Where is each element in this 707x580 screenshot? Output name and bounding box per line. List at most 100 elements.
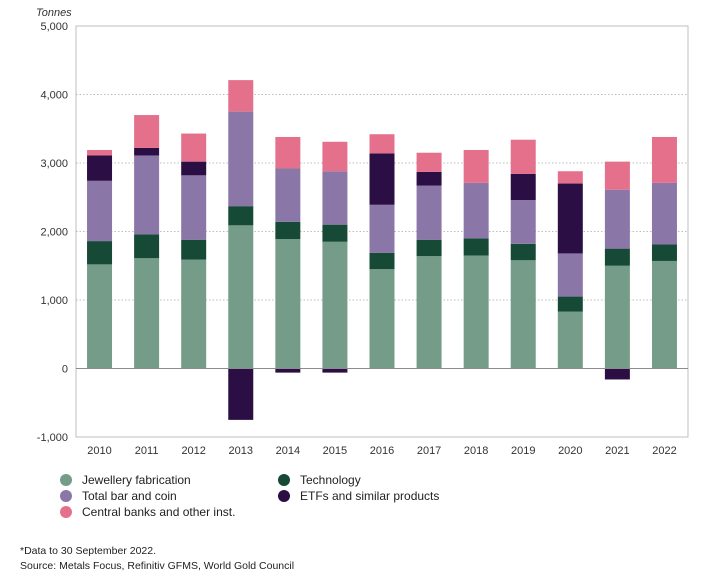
stacked-bar-chart: Tonnes -1,000 0 1,000 2,000 3,000 4,000 5,000 2…: [36, 7, 689, 457]
legend-item-jewellery-fabrication: Jewellery fabrication: [60, 472, 278, 487]
bar-segment: [463, 238, 489, 256]
bar-segment: [134, 155, 160, 235]
bar-segment: [510, 139, 536, 174]
bar-segment: [604, 248, 630, 266]
x-tick-label: 2016: [370, 445, 394, 457]
bar-segment: [651, 182, 677, 245]
bar-segment: [87, 241, 113, 265]
bar-segment: [510, 199, 536, 244]
bar-segment: [87, 180, 113, 242]
legend-swatch: [60, 473, 72, 486]
bar-segment: [181, 259, 207, 369]
bar-segment: [87, 155, 113, 181]
legend-label: Jewellery fabrication: [82, 472, 191, 487]
bar-segment: [275, 239, 301, 369]
unit-label: Tonnes: [36, 7, 72, 19]
x-tick-label: 2013: [229, 445, 253, 457]
x-tick-label: 2019: [511, 445, 535, 457]
bar-segment: [228, 206, 254, 226]
y-tick-label: 3,000: [40, 158, 68, 170]
bar-segment: [134, 115, 160, 148]
x-tick-label: 2018: [464, 445, 488, 457]
y-tick-label: 0: [62, 364, 68, 376]
bar-segment: [369, 252, 395, 270]
legend-label: Total bar and coin: [82, 488, 177, 503]
bar-segment: [134, 258, 160, 369]
legend-item-central-banks: Central banks and other inst.: [60, 504, 278, 519]
x-tick-label: 2010: [87, 445, 111, 457]
bar-segment: [181, 161, 207, 176]
legend-swatch: [278, 489, 290, 502]
bar-segment: [463, 149, 489, 183]
bar-segment: [416, 256, 442, 369]
y-tick-label: 5,000: [40, 21, 68, 33]
bars: [87, 80, 677, 420]
legend-swatch: [60, 505, 72, 518]
bar-segment: [604, 368, 630, 380]
bar-segment: [322, 224, 348, 242]
bar-segment: [557, 311, 583, 369]
bar-segment: [322, 141, 348, 172]
bar-segment: [510, 260, 536, 369]
y-tick-label: 2,000: [40, 227, 68, 239]
bar-segment: [604, 189, 630, 249]
bar-segment: [275, 368, 301, 373]
bar-segment: [369, 269, 395, 369]
bar-segment: [322, 368, 348, 373]
bar-segment: [604, 161, 630, 190]
bar-segment: [651, 260, 677, 369]
legend-label: ETFs and similar products: [300, 488, 440, 503]
legend-item-etfs: ETFs and similar products: [278, 488, 478, 503]
bar-segment: [369, 204, 395, 253]
bar-segment: [134, 234, 160, 259]
bar-segment: [369, 134, 395, 154]
x-tick-label: 2021: [605, 445, 629, 457]
bar-segment: [416, 152, 442, 172]
bar-segment: [463, 255, 489, 369]
legend-swatch: [60, 489, 72, 502]
bar-segment: [87, 149, 113, 156]
bar-segment: [228, 111, 254, 207]
legend: Jewellery fabrication Technology Total b…: [60, 472, 480, 519]
bar-segment: [604, 265, 630, 369]
bar-segment: [557, 296, 583, 312]
legend-swatch: [278, 473, 290, 486]
legend-label: Technology: [300, 472, 361, 487]
legend-item-total-bar-and-coin: Total bar and coin: [60, 488, 278, 503]
x-tick-label: 2015: [323, 445, 347, 457]
footnote: *Data to 30 September 2022.: [20, 545, 157, 557]
bar-segment: [87, 264, 113, 369]
x-tick-label: 2022: [652, 445, 676, 457]
x-tick-label: 2014: [276, 445, 300, 457]
bar-segment: [228, 368, 254, 420]
bar-segment: [369, 153, 395, 205]
bar-segment: [463, 182, 489, 239]
x-tick-label: 2011: [135, 445, 159, 457]
bar-segment: [228, 225, 254, 369]
bar-segment: [416, 239, 442, 257]
bar-segment: [510, 243, 536, 261]
x-tick-label: 2017: [417, 445, 441, 457]
legend-label: Central banks and other inst.: [82, 504, 236, 519]
bar-segment: [134, 147, 160, 156]
bar-segment: [181, 133, 207, 162]
source-note: Source: Metals Focus, Refinitiv GFMS, Wo…: [20, 560, 295, 572]
bar-segment: [181, 175, 207, 240]
x-tick-label: 2020: [558, 445, 582, 457]
bar-segment: [322, 171, 348, 225]
axes: -1,000 0 1,000 2,000 3,000 4,000 5,000 2010 2011…: [37, 21, 688, 457]
bar-segment: [275, 136, 301, 169]
bar-segment: [416, 171, 442, 186]
bar-segment: [416, 185, 442, 240]
bar-segment: [275, 221, 301, 240]
legend-item-technology: Technology: [278, 472, 478, 487]
bar-segment: [651, 244, 677, 261]
bar-segment: [510, 173, 536, 200]
y-tick-label: -1,000: [37, 432, 68, 444]
bar-segment: [651, 136, 677, 183]
bar-segment: [557, 253, 583, 297]
y-tick-label: 1,000: [40, 295, 68, 307]
bar-segment: [228, 80, 254, 112]
y-tick-label: 4,000: [40, 90, 68, 102]
bar-segment: [275, 168, 301, 222]
